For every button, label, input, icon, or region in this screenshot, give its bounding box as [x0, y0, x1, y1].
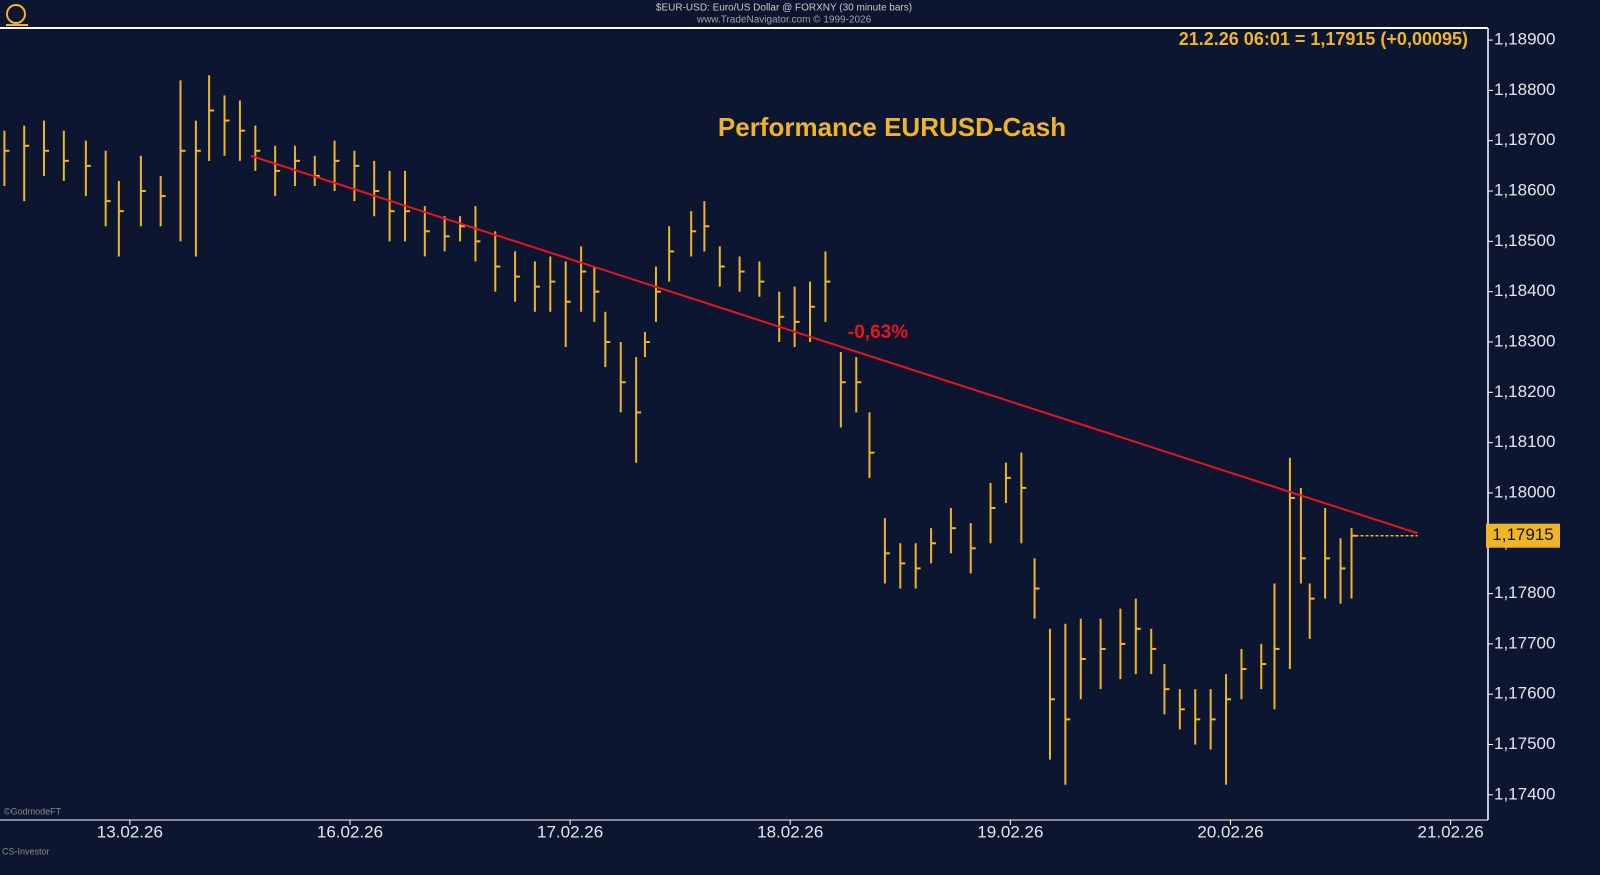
y-tick-label: 1,18000: [1494, 482, 1555, 501]
chart-title: Performance EURUSD-Cash: [718, 112, 1066, 142]
x-tick-label: 18.02.26: [757, 822, 823, 841]
x-tick-label: 20.02.26: [1197, 822, 1263, 841]
source-label: $EUR-USD: Euro/US Dollar @ FORXNY (30 mi…: [656, 3, 912, 14]
y-tick-label: 1,18400: [1494, 281, 1555, 300]
x-tick-label: 19.02.26: [977, 822, 1043, 841]
logo: [6, 4, 28, 26]
y-tick-label: 1,17500: [1494, 734, 1555, 753]
y-tick-label: 1,18600: [1494, 181, 1555, 200]
trend-line: [250, 154, 1418, 535]
y-tick-label: 1,18800: [1494, 80, 1555, 99]
x-tick-label: 21.02.26: [1417, 822, 1483, 841]
y-tick-label: 1,18200: [1494, 382, 1555, 401]
last-price-box: [1486, 523, 1560, 548]
y-tick-label: 1,17400: [1494, 784, 1555, 803]
x-tick-label: 17.02.26: [537, 822, 603, 841]
y-tick-label: 1,18100: [1494, 432, 1555, 451]
y-tick-label: 1,17700: [1494, 633, 1555, 652]
footer-bottom: CS-Investor: [2, 846, 50, 856]
last-price-label: 1,17915: [1492, 525, 1553, 544]
y-tick-label: 1,18300: [1494, 331, 1555, 350]
y-tick-label: 1,18900: [1494, 30, 1555, 49]
trend-label: -0,63%: [848, 322, 908, 343]
quote-label: 21.2.26 06:01 = 1,17915 (+0,00095): [1179, 29, 1468, 49]
y-tick-label: 1,17600: [1494, 684, 1555, 703]
copyright-label: www.TradeNavigator.com © 1999-2026: [696, 15, 872, 26]
x-tick-label: 16.02.26: [317, 822, 383, 841]
y-tick-label: 1,18500: [1494, 231, 1555, 250]
y-tick-label: 1,17800: [1494, 583, 1555, 602]
footer-top: ©GodmodeFT: [4, 806, 62, 816]
y-tick-label: 1,18700: [1494, 130, 1555, 149]
x-tick-label: 13.02.26: [97, 822, 163, 841]
